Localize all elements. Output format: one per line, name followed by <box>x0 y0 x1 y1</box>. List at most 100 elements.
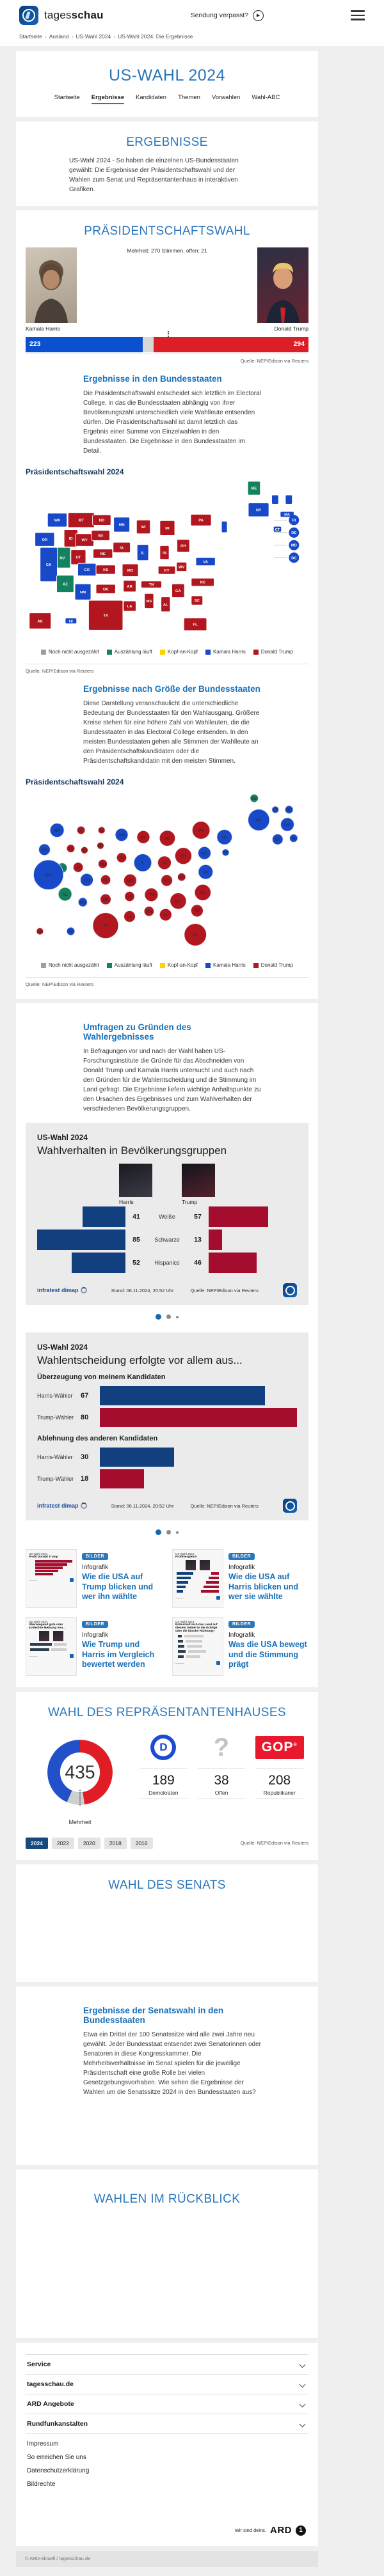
state-AL[interactable]: AL <box>161 597 171 613</box>
state-bubble-DE[interactable]: DE <box>221 848 230 857</box>
state-FL[interactable]: FL <box>183 618 207 631</box>
state-OH[interactable]: OH <box>177 539 190 552</box>
state-ND[interactable]: ND <box>92 514 111 526</box>
state-bubble-IL[interactable]: IL <box>133 854 152 872</box>
state-bubble-AK[interactable]: AK <box>36 927 44 935</box>
state-RI[interactable]: RI <box>274 515 300 526</box>
state-bubble-WI[interactable]: WI <box>136 830 150 844</box>
state-KY[interactable]: KY <box>157 566 176 575</box>
state-bubble-WY[interactable]: WY <box>81 846 88 854</box>
state-MA[interactable]: MA <box>280 511 294 518</box>
footer-accordion-ard-angebote[interactable]: ARD Angebote <box>26 2394 308 2414</box>
state-DE[interactable]: DE <box>274 527 300 538</box>
carousel-dot-3[interactable] <box>176 1531 179 1534</box>
state-NY[interactable]: NY <box>248 503 269 517</box>
state-SC[interactable]: SC <box>191 595 204 605</box>
breadcrumb-item[interactable]: US-Wahl 2024 <box>76 33 111 40</box>
breadcrumb-item[interactable]: US-Wahl 2024: Die Ergebnisse <box>118 33 193 40</box>
state-SD[interactable]: SD <box>91 529 110 541</box>
states-result-map[interactable]: ME NY MA CT RI PA WA MT ND MN WI MI OR ID WY SD IA IL IN OH… <box>26 480 308 643</box>
state-bubble-MD[interactable]: MD <box>198 846 211 860</box>
state-WI[interactable]: WI <box>136 519 151 535</box>
teaser-card[interactable]: US-Wahl 2024 Überwiegend gute oder schlec… <box>26 1617 162 1676</box>
state-bubble-MI[interactable]: MI <box>159 830 176 847</box>
footer-link-so-erreichen-sie-uns[interactable]: So erreichen Sie uns <box>27 2454 86 2461</box>
state-bubble-NM[interactable]: NM <box>77 897 88 907</box>
state-MD[interactable]: MD <box>274 540 300 550</box>
state-bubble-AZ[interactable]: AZ <box>58 887 72 902</box>
state-IA[interactable]: IA <box>113 542 131 553</box>
state-bubble-LA[interactable]: LA <box>124 910 136 923</box>
carousel-dot-1[interactable] <box>156 1529 161 1535</box>
year-chip-2016[interactable]: 2016 <box>130 1838 153 1849</box>
state-GA[interactable]: GA <box>172 583 185 598</box>
state-bubble-NY[interactable]: NY <box>248 809 270 831</box>
teaser-title[interactable]: Was die USA bewegt und die Stimmung präg… <box>228 1640 307 1669</box>
state-bubble-UT[interactable]: UT <box>72 862 84 873</box>
tab-ergebnisse[interactable]: Ergebnisse <box>91 94 125 104</box>
state-MI[interactable]: MI <box>159 520 175 536</box>
state-HI[interactable]: HI <box>65 618 77 625</box>
state-bubble-MO[interactable]: MO <box>123 873 137 887</box>
state-MN[interactable]: MN <box>113 517 131 533</box>
state-KS[interactable]: KS <box>95 565 116 575</box>
state-bubble-KS[interactable]: KS <box>100 875 111 886</box>
year-chip-2022[interactable]: 2022 <box>51 1838 74 1849</box>
state-IL[interactable]: IL <box>136 544 149 561</box>
carousel-dot-1[interactable] <box>156 1314 161 1320</box>
state-DC[interactable]: DC <box>274 552 300 563</box>
footer-accordion-tagesschau-de[interactable]: tagesschau.de <box>26 2374 308 2394</box>
year-chip-2024[interactable]: 2024 <box>26 1838 48 1849</box>
state-bubble-MN[interactable]: MN <box>115 828 129 842</box>
state-bubble-CT[interactable]: CT <box>271 833 284 845</box>
breadcrumb-item[interactable]: Startseite <box>19 33 42 40</box>
state-NE[interactable]: NE <box>93 549 113 559</box>
footer-link-impressum[interactable]: Impressum <box>27 2440 59 2447</box>
carousel-dot-2[interactable] <box>166 1315 171 1319</box>
house-seats-donut[interactable]: 435 <box>38 1730 122 1815</box>
state-bubble-ME[interactable]: ME <box>250 793 259 803</box>
state-bubble-NJ[interactable]: NJ <box>216 829 233 845</box>
state-bubble-RI[interactable]: RI <box>289 834 298 843</box>
tab-wahl-abc[interactable]: Wahl-ABC <box>252 94 280 101</box>
footer-accordion-rundfunkanstalten[interactable]: Rundfunkanstalten <box>26 2414 308 2434</box>
state-bubble-VT[interactable]: VT <box>271 806 280 814</box>
state-NH[interactable] <box>285 494 293 504</box>
infographic-wahlverhalten[interactable]: US-Wahl 2024 Wahlverhalten in Bevölkerun… <box>26 1123 308 1305</box>
donut-seg-republikaner[interactable] <box>80 1740 113 1805</box>
state-bubble-IA[interactable]: IA <box>116 852 127 863</box>
state-MO[interactable]: MO <box>122 563 139 577</box>
year-chip-2020[interactable]: 2020 <box>77 1838 100 1849</box>
state-bubble-SC[interactable]: SC <box>190 904 204 917</box>
state-bubble-KY[interactable]: KY <box>161 874 173 887</box>
state-VT[interactable] <box>271 494 279 504</box>
state-bubble-OR[interactable]: OR <box>38 843 51 856</box>
donut-seg-demokraten[interactable] <box>47 1740 80 1802</box>
state-LA[interactable]: LA <box>123 600 136 612</box>
state-AZ[interactable]: AZ <box>56 575 74 593</box>
teaser-title[interactable]: Wie die USA auf Trump blicken und wer ih… <box>82 1572 154 1602</box>
states-bubble-map[interactable]: ME VT NH NY MA CT RI NJ PA WA MT ND MN WI MI OR ID WY SD IA… <box>26 790 308 956</box>
year-chip-2018[interactable]: 2018 <box>104 1838 127 1849</box>
state-bubble-CO[interactable]: CO <box>80 873 94 887</box>
state-bubble-NE[interactable]: NE <box>98 859 108 869</box>
state-NM[interactable]: NM <box>74 583 92 600</box>
state-bubble-FL[interactable]: FL <box>184 923 207 946</box>
teaser-card[interactable]: US-Wahl 2024 Profil Donald Trump ——— BILDER… <box>26 1549 162 1608</box>
state-IN[interactable]: IN <box>159 545 170 560</box>
state-TX[interactable]: TX <box>88 600 124 630</box>
tab-themen[interactable]: Themen <box>178 94 200 101</box>
state-bubble-MT[interactable]: MT <box>76 825 86 835</box>
tab-startseite[interactable]: Startseite <box>54 94 80 101</box>
state-bubble-NC[interactable]: NC <box>194 884 211 901</box>
state-bubble-OH[interactable]: OH <box>174 847 192 865</box>
state-bubble-CA[interactable]: CA <box>33 859 64 890</box>
state-bubble-PA[interactable]: PA <box>191 821 211 839</box>
state-bubble-SD[interactable]: SD <box>97 841 104 850</box>
state-NJ[interactable] <box>221 520 228 533</box>
carousel-dot-2[interactable] <box>166 1530 171 1534</box>
state-OR[interactable]: OR <box>35 532 55 547</box>
state-bubble-AR[interactable]: AR <box>124 891 135 902</box>
tab-kandidaten[interactable]: Kandidaten <box>136 94 167 101</box>
state-bubble-IN[interactable]: IN <box>157 855 172 870</box>
